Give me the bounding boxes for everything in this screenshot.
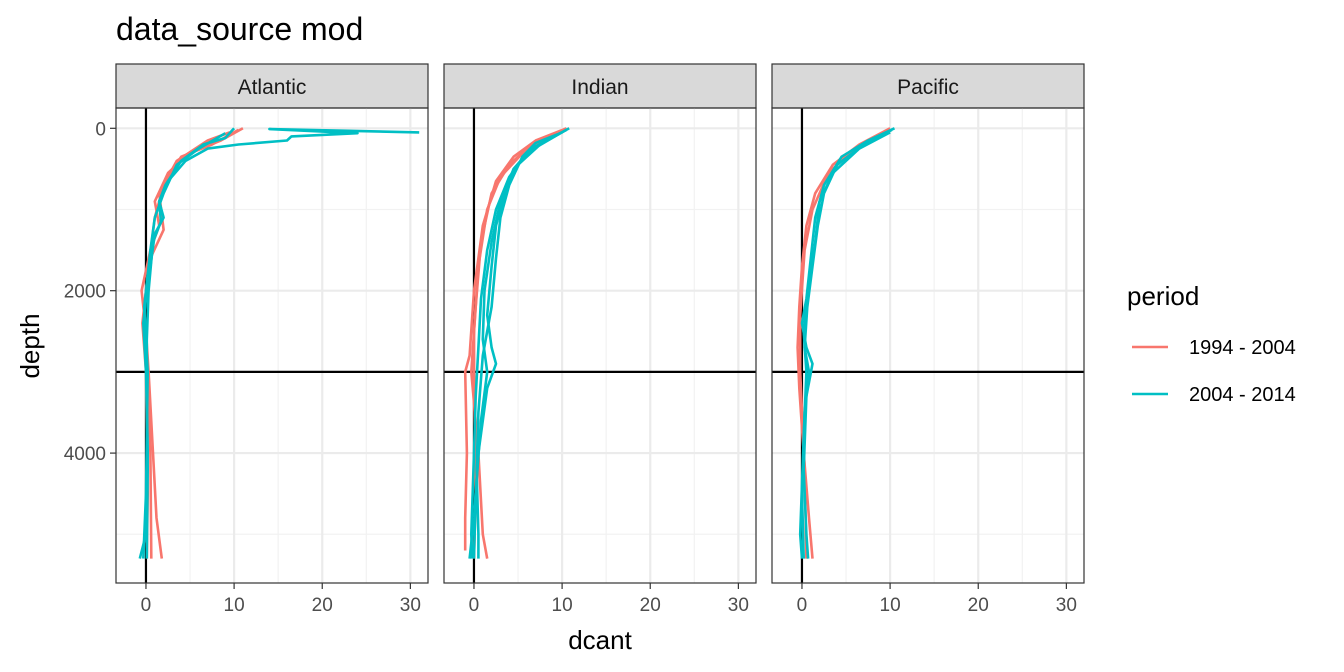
- series-line-1994-2004: [463, 127, 567, 551]
- facet-strip-label: Indian: [571, 76, 628, 99]
- y-axis-title: depth: [15, 313, 45, 378]
- series-lines: [138, 127, 420, 559]
- x-tick-label: 10: [552, 595, 573, 616]
- series-line-1994-2004: [142, 131, 231, 559]
- minor-gridlines: [444, 108, 756, 583]
- facet-strip-label: Pacific: [897, 76, 959, 99]
- facet-strip: [115, 63, 429, 109]
- facet-panel-pacific: Pacific 0 10 20 30: [771, 63, 1085, 616]
- chart-title: data_source mod: [116, 11, 363, 47]
- facet-panel-indian: Indian 0 10 20 30: [443, 63, 757, 616]
- facet-panel-atlantic: Atlantic 0 10 20 30: [115, 63, 429, 616]
- panel-border: [115, 107, 429, 584]
- x-axis: 0 10 20 30: [797, 583, 1077, 616]
- y-tick-label: 4000: [64, 444, 106, 465]
- x-tick-label: 30: [728, 595, 749, 616]
- x-tick-label: 0: [141, 595, 152, 616]
- x-tick-label: 0: [797, 595, 808, 616]
- x-tick-label: 30: [1056, 595, 1077, 616]
- x-axis: 0 10 20 30: [469, 583, 749, 616]
- y-tick-label: 0: [95, 119, 106, 140]
- x-tick-label: 10: [880, 595, 901, 616]
- facet-strip-label: Atlantic: [238, 76, 307, 99]
- x-tick-label: 30: [400, 595, 421, 616]
- facet-panels: Atlantic 0 10 20 30 Indian 0 10 20 30 Pacific 0 10 20…: [115, 63, 1085, 616]
- panel-border: [771, 107, 1085, 584]
- series-line-2004-2014: [470, 132, 561, 559]
- x-tick-label: 20: [312, 595, 333, 616]
- legend-item: 1994 - 2004: [1132, 337, 1296, 359]
- x-tick-label: 0: [469, 595, 480, 616]
- x-tick-label: 10: [224, 595, 245, 616]
- x-tick-label: 20: [968, 595, 989, 616]
- panel-border: [443, 107, 757, 584]
- legend-title: period: [1127, 281, 1199, 311]
- series-lines: [796, 127, 896, 559]
- legend: period 1994 - 2004 2004 - 2014: [1127, 281, 1296, 406]
- legend-item: 2004 - 2014: [1132, 384, 1296, 406]
- x-axis-title: dcant: [568, 625, 632, 655]
- series-line-2004-2014: [142, 132, 226, 559]
- legend-label: 2004 - 2014: [1189, 384, 1296, 406]
- legend-label: 1994 - 2004: [1189, 337, 1296, 359]
- y-axis: 0 2000 4000: [64, 119, 116, 465]
- y-tick-label: 2000: [64, 282, 106, 303]
- x-axis: 0 10 20 30: [141, 583, 421, 616]
- x-tick-label: 20: [640, 595, 661, 616]
- series-lines: [463, 127, 570, 559]
- series-line-2004-2014: [798, 131, 891, 559]
